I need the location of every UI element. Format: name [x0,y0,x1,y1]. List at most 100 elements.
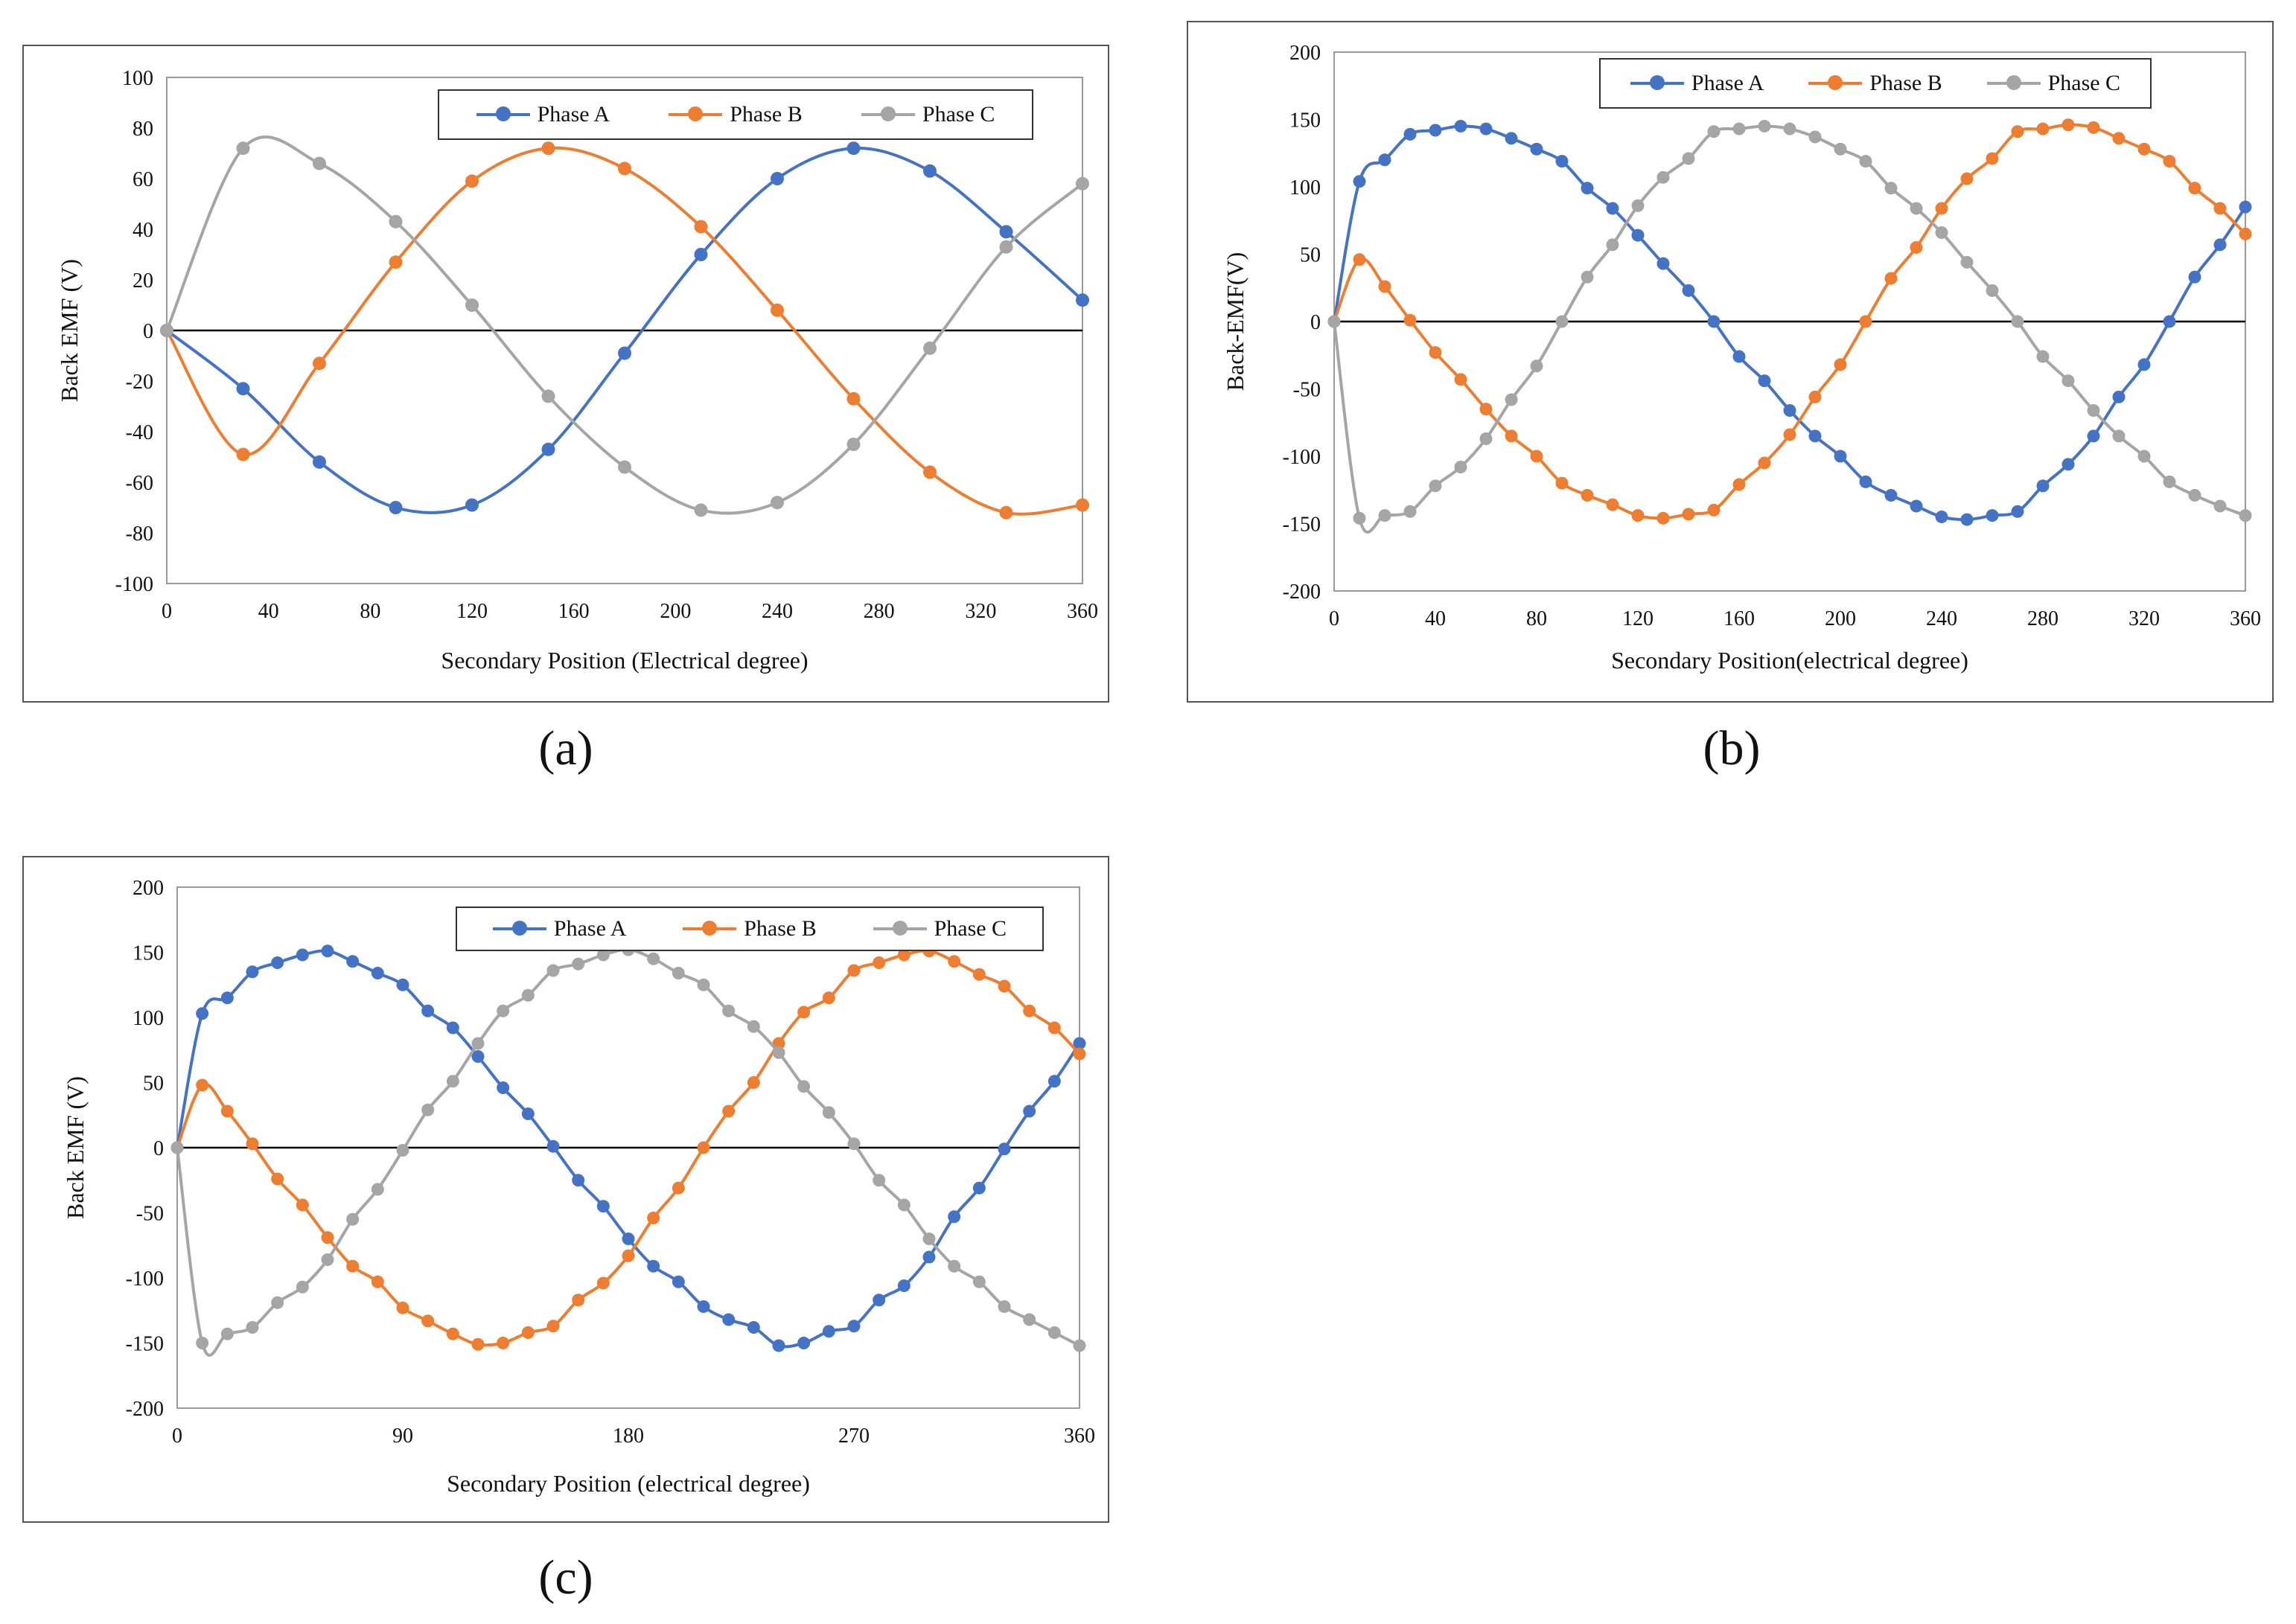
y-tick-label: 80 [133,118,153,141]
x-tick-label: 40 [258,600,279,623]
data-point-phase-b [771,303,784,317]
series-line-phase-c [165,135,1084,515]
data-point-phase-a [999,225,1013,239]
data-point-phase-c [1910,202,1923,215]
data-point-phase-a [497,1081,510,1094]
caption-b: (b) [1703,721,1761,776]
x-tick-label: 0 [1329,607,1339,630]
y-tick-label: -50 [136,1203,164,1226]
data-point-phase-c [465,298,479,312]
data-point-phase-b [1808,390,1822,403]
data-point-phase-b [521,1326,535,1339]
data-point-phase-a [1986,509,1999,522]
x-tick-label: 360 [1067,600,1098,623]
y-tick-label: -40 [126,421,153,444]
legend-label-phase-b: Phase B [730,102,803,127]
caption-c: (c) [538,1550,593,1605]
data-point-phase-a [465,498,479,512]
data-point-phase-a [346,955,360,968]
x-tick-label: 160 [1723,607,1755,630]
data-point-phase-a [1859,475,1872,488]
chart-panel-a: -100 -80 -60 -40 -20 0 20 40 60 80 100 0 40 80 120 160 2… [22,45,1109,703]
data-point-phase-a [1732,350,1746,363]
series-line-phase-b [165,146,1083,516]
y-tick-label: 100 [122,67,153,90]
data-point-phase-a [2061,458,2075,471]
data-point-phase-c [296,1280,309,1294]
data-point-phase-c [972,1275,986,1288]
x-tick-label: 240 [1926,607,1957,630]
data-point-phase-a [622,1233,635,1245]
x-tick-label: 160 [558,600,590,623]
data-point-phase-b [465,174,479,188]
data-point-phase-a [1479,122,1493,135]
data-point-phase-c [1631,199,1645,212]
data-point-phase-c [170,1141,184,1154]
data-point-phase-a [923,164,937,178]
data-point-phase-c [246,1321,259,1334]
legend-item-phase-b: Phase B [683,916,817,942]
data-point-phase-c [922,1233,936,1245]
series-line-phase-a [176,949,1081,1349]
y-tick-label: -80 [126,522,153,546]
data-point-phase-b [2061,118,2075,132]
data-point-phase-b [847,964,861,977]
legend-swatch-phase-b [683,921,737,936]
data-point-phase-a [694,248,708,261]
data-point-phase-c [1047,1326,1061,1339]
data-point-phase-b [1076,498,1089,512]
legend-item-phase-b: Phase B [669,102,803,127]
x-tick-label: 270 [838,1425,870,1448]
data-point-phase-b [1986,152,1999,165]
data-point-phase-b [897,948,911,962]
chart-b-svg: -200 -150 -100 -50 0 50 100 150 200 0 40 80 120 160 20… [1222,42,2261,674]
x-tick-label: 80 [360,600,380,623]
data-point-phase-b [497,1337,510,1349]
data-point-phase-b [246,1137,259,1151]
data-point-phase-c [572,957,585,971]
data-point-phase-a [647,1259,660,1273]
y-tick-label: -150 [1283,514,1321,537]
data-point-phase-b [1023,1004,1036,1017]
data-point-phase-c [694,503,708,517]
data-point-phase-c [1076,176,1089,191]
y-tick-label: 100 [133,1007,164,1030]
data-point-phase-b [313,357,326,371]
data-point-phase-c [497,1004,510,1017]
data-point-phase-b [1960,172,1974,185]
x-tick-label: 200 [660,600,691,623]
data-point-phase-b [572,1294,585,1307]
y-tick-label: -150 [126,1333,164,1356]
legend-item-phase-b: Phase B [1808,71,1942,96]
data-point-phase-c [999,240,1013,254]
legend-swatch-phase-c [861,106,915,121]
data-point-phase-b [271,1172,284,1186]
y-tick-label: 40 [133,219,153,242]
data-point-phase-c [2163,475,2176,488]
data-point-phase-b [1073,1047,1086,1061]
data-point-phase-a [389,501,403,514]
data-point-phase-b [2137,142,2151,156]
legend-label-phase-a: Phase A [1691,71,1764,95]
data-point-phase-a [1834,450,1847,463]
data-point-phase-b [389,255,403,269]
data-point-phase-c [1606,238,1619,252]
data-point-phase-a [772,1339,785,1352]
data-point-phase-a [521,1107,535,1120]
legend-swatch-phase-a [1630,75,1684,90]
data-point-phase-b [1631,509,1645,522]
data-point-phase-c [1808,130,1822,144]
data-point-phase-a [541,442,555,456]
data-point-phase-c [672,967,685,979]
y-tick-label: -200 [1283,581,1321,604]
x-tick-label: 0 [162,600,172,623]
series-line-phase-c [176,947,1080,1357]
data-point-phase-b [1732,478,1746,491]
data-point-phase-c [923,341,937,355]
x-tick-label: 360 [2230,607,2261,630]
data-point-phase-a [271,956,284,969]
x-tick-label: 40 [1425,607,1446,630]
data-point-phase-a [2213,238,2227,252]
data-point-phase-c [998,1300,1011,1313]
data-point-phase-c [2087,403,2100,417]
